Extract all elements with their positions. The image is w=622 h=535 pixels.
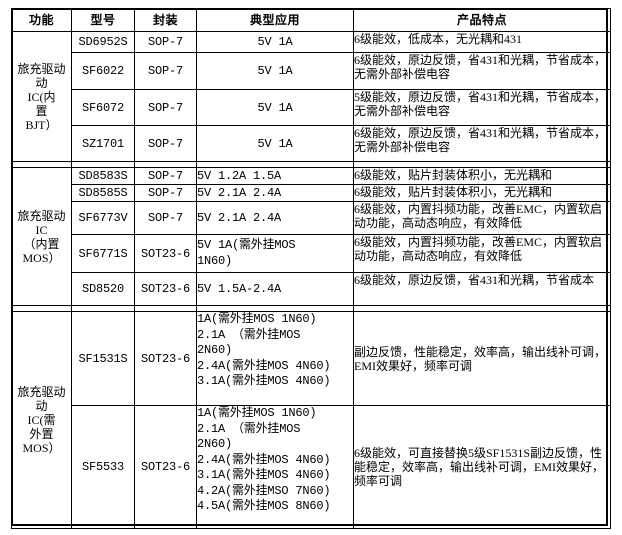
feature-cell: 6级能效，内置抖频功能，改善EMC，内置软启动功能，高动态响应，有效降低	[353, 234, 611, 273]
application-cell: 5V 1A	[196, 89, 354, 126]
package-cell: SOT23-6	[134, 234, 197, 273]
application-text: 1A(需外挂MOS 1N60) 2.1A （需外挂MOS 2N60) 2.4A(…	[197, 312, 331, 390]
model-cell: SF6773V	[71, 201, 135, 235]
feature-cell: 6级能效，原边反馈，省431和光耦，节省成本，无需外部补偿电容	[353, 125, 611, 162]
application-cell: 1A(需外挂MOS 1N60) 2.1A （需外挂MOS 2N60) 2.4A(…	[196, 405, 354, 529]
table-row: SF5533 SOT23-6 1A(需外挂MOS 1N60) 2.1A （需外挂…	[12, 405, 611, 529]
application-cell: 5V 2.1A 2.4A	[196, 201, 354, 235]
application-cell: 5V 1A	[196, 52, 354, 90]
application-cell: 5V 2.1A 2.4A	[196, 184, 354, 202]
model-cell: SF5533	[71, 405, 135, 529]
application-cell: 5V 1.5A-2.4A	[196, 272, 354, 306]
table-row: SZ1701 SOP-7 5V 1A 6级能效，原边反馈，省431和光耦，节省成…	[12, 125, 611, 162]
feature-cell: 6级能效，内置抖频功能，改善EMC，内置软启动功能，高动态响应，有效降低	[353, 201, 611, 235]
package-cell: SOT23-6	[134, 405, 197, 529]
table-body: 旅充驱动动 IC(内 置 BJT） SD6952S SOP-7 5V 1A 6级…	[11, 31, 611, 529]
table-row: SF6773V SOP-7 5V 2.1A 2.4A 6级能效，内置抖频功能，改…	[12, 201, 611, 235]
feature-cell: 6级能效，低成本，无光耦和431	[353, 31, 611, 53]
table-row: SF6022 SOP-7 5V 1A 6级能效，原边反馈，省431和光耦，节省成…	[12, 52, 611, 90]
model-cell: SD8585S	[71, 184, 135, 202]
package-cell: SOT23-6	[134, 272, 197, 306]
table-header: 功能 型号 封装 典型应用 产品特点	[11, 8, 611, 32]
feature-cell: 6级能效，可直接替换5级SF1531S副边反馈，性能稳定，效率高，输出线补可调，…	[353, 405, 611, 529]
package-cell: SOP-7	[134, 52, 197, 90]
table-row: SF6771S SOT23-6 5V 1A(需外挂MOS 1N60) 6级能效，…	[12, 234, 611, 273]
column-header-model: 型号	[71, 8, 135, 32]
package-cell: SOT23-6	[134, 311, 197, 406]
column-header-feature: 产品特点	[353, 8, 611, 32]
column-header-function: 功能	[11, 8, 72, 32]
model-cell: SF6771S	[71, 234, 135, 273]
model-cell: SF6022	[71, 52, 135, 90]
package-cell: SOP-7	[134, 125, 197, 162]
table-row: SD8520 SOT23-6 5V 1.5A-2.4A 6级能效，原边反馈，省4…	[12, 272, 611, 306]
model-cell: SD8583S	[71, 167, 135, 185]
header-row: 功能 型号 封装 典型应用 产品特点	[11, 8, 611, 32]
group-function-label-0: 旅充驱动动 IC(内 置 BJT）	[11, 31, 72, 162]
model-cell: SZ1701	[71, 125, 135, 162]
feature-cell: 6级能效，原边反馈，省431和光耦，节省成本，无需外部补偿电容	[353, 52, 611, 90]
column-header-application: 典型应用	[196, 8, 354, 32]
package-cell: SOP-7	[134, 89, 197, 126]
application-cell: 5V 1A	[196, 125, 354, 162]
package-cell: SOP-7	[134, 31, 197, 53]
application-text: 5V 1A(需外挂MOS 1N60)	[197, 238, 296, 268]
application-cell: 5V 1A	[196, 31, 354, 53]
feature-cell: 6级能效，贴片封装体积小，无光耦和	[353, 184, 611, 202]
package-cell: SOP-7	[134, 167, 197, 185]
model-cell: SF1531S	[71, 311, 135, 406]
feature-cell: 6级能效，原边反馈，省431和光耦，节省成本	[353, 272, 611, 306]
application-cell: 5V 1A(需外挂MOS 1N60)	[196, 234, 354, 273]
application-text: 1A(需外挂MOS 1N60) 2.1A （需外挂MOS 2N60) 2.4A(…	[197, 406, 331, 513]
package-cell: SOP-7	[134, 201, 197, 235]
feature-cell: 6级能效，贴片封装体积小，无光耦和	[353, 167, 611, 185]
group-function-label-1: 旅充驱动IC （内置 MOS）	[11, 167, 72, 306]
feature-cell: 副边反馈，性能稳定，效率高，输出线补可调，EMI效果好，频率可调	[353, 311, 611, 406]
application-cell: 5V 1.2A 1.5A	[196, 167, 354, 185]
application-cell: 1A(需外挂MOS 1N60) 2.1A （需外挂MOS 2N60) 2.4A(…	[196, 311, 354, 406]
table-row: SD8585S SOP-7 5V 2.1A 2.4A 6级能效，贴片封装体积小，…	[12, 184, 611, 202]
table-row: 旅充驱动动 IC(内 置 BJT） SD6952S SOP-7 5V 1A 6级…	[11, 31, 611, 162]
package-cell: SOP-7	[134, 184, 197, 202]
model-cell: SF6072	[71, 89, 135, 126]
model-cell: SD6952S	[71, 31, 135, 53]
table-row: 旅充驱动 动 IC(需 外置 MOS） SF1531S SOT23-6 1A(需…	[11, 311, 611, 529]
column-header-package: 封装	[134, 8, 197, 32]
feature-cell: 5级能效，原边反馈，省431和光耦，节省成本，无需外部补偿电容	[353, 89, 611, 126]
table-row: SF6072 SOP-7 5V 1A 5级能效，原边反馈，省431和光耦，节省成…	[12, 89, 611, 126]
table-row: 旅充驱动IC （内置 MOS） SD8583S SOP-7 5V 1.2A 1.…	[11, 167, 611, 306]
model-cell: SD8520	[71, 272, 135, 306]
group-function-label-2: 旅充驱动 动 IC(需 外置 MOS）	[11, 311, 72, 529]
product-spec-table: 功能 型号 封装 典型应用 产品特点 旅充驱动动 IC(内 置 BJT） SD6…	[11, 8, 611, 529]
